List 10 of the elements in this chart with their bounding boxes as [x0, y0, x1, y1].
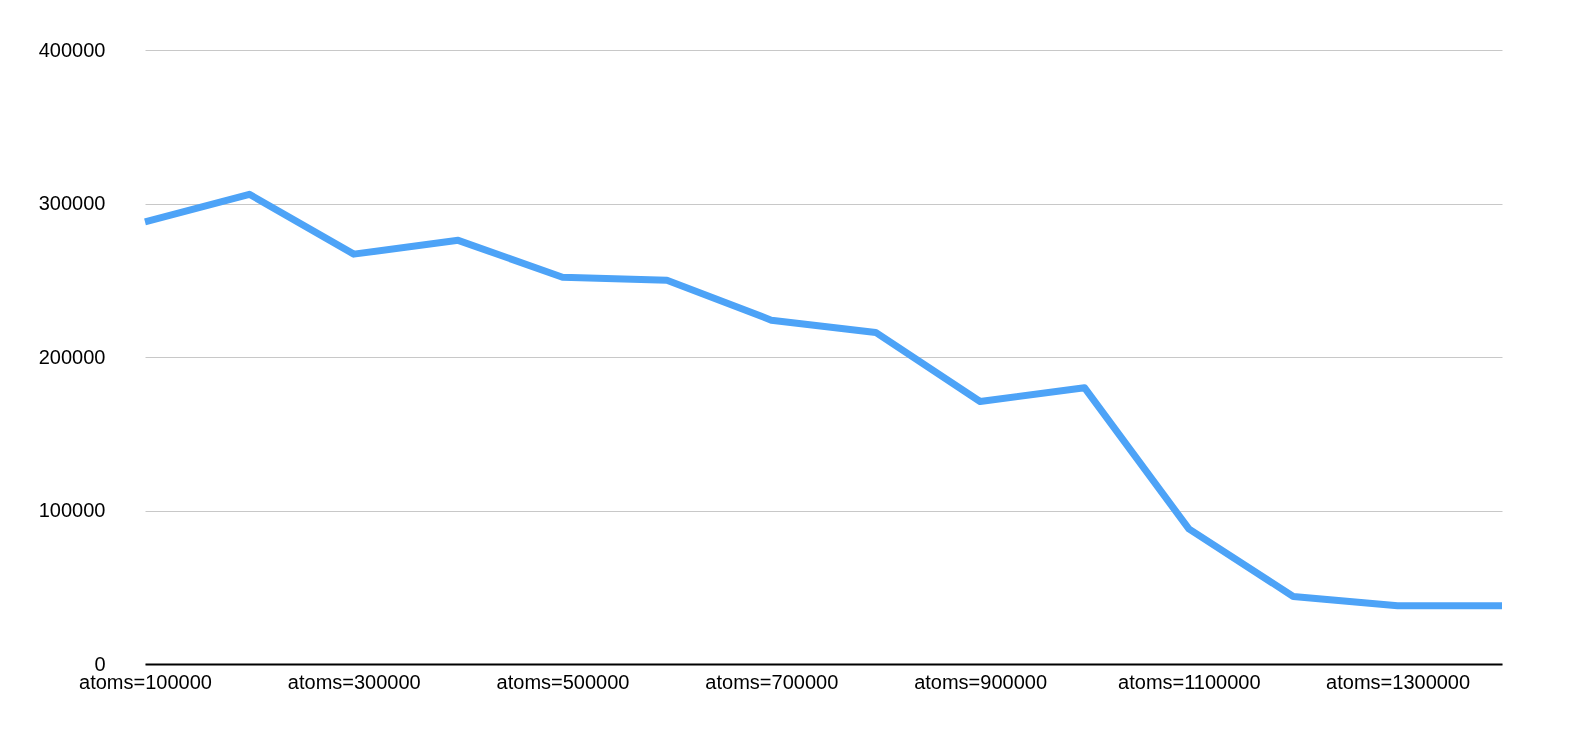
x-tick-label: atoms=700000 — [705, 670, 839, 693]
y-tick-label: 200000 — [38, 345, 106, 368]
x-tick-label: atoms=300000 — [287, 670, 421, 693]
x-tick-label: atoms=900000 — [914, 670, 1048, 693]
x-tick-label: atoms=1100000 — [1118, 670, 1261, 693]
x-tick-label: atoms=500000 — [496, 670, 630, 693]
x-tick-label: atoms=1300000 — [1326, 670, 1471, 693]
y-tick-label: 300000 — [38, 192, 106, 214]
y-tick-label: 100000 — [38, 499, 106, 521]
y-tick-label: 400000 — [38, 38, 106, 61]
